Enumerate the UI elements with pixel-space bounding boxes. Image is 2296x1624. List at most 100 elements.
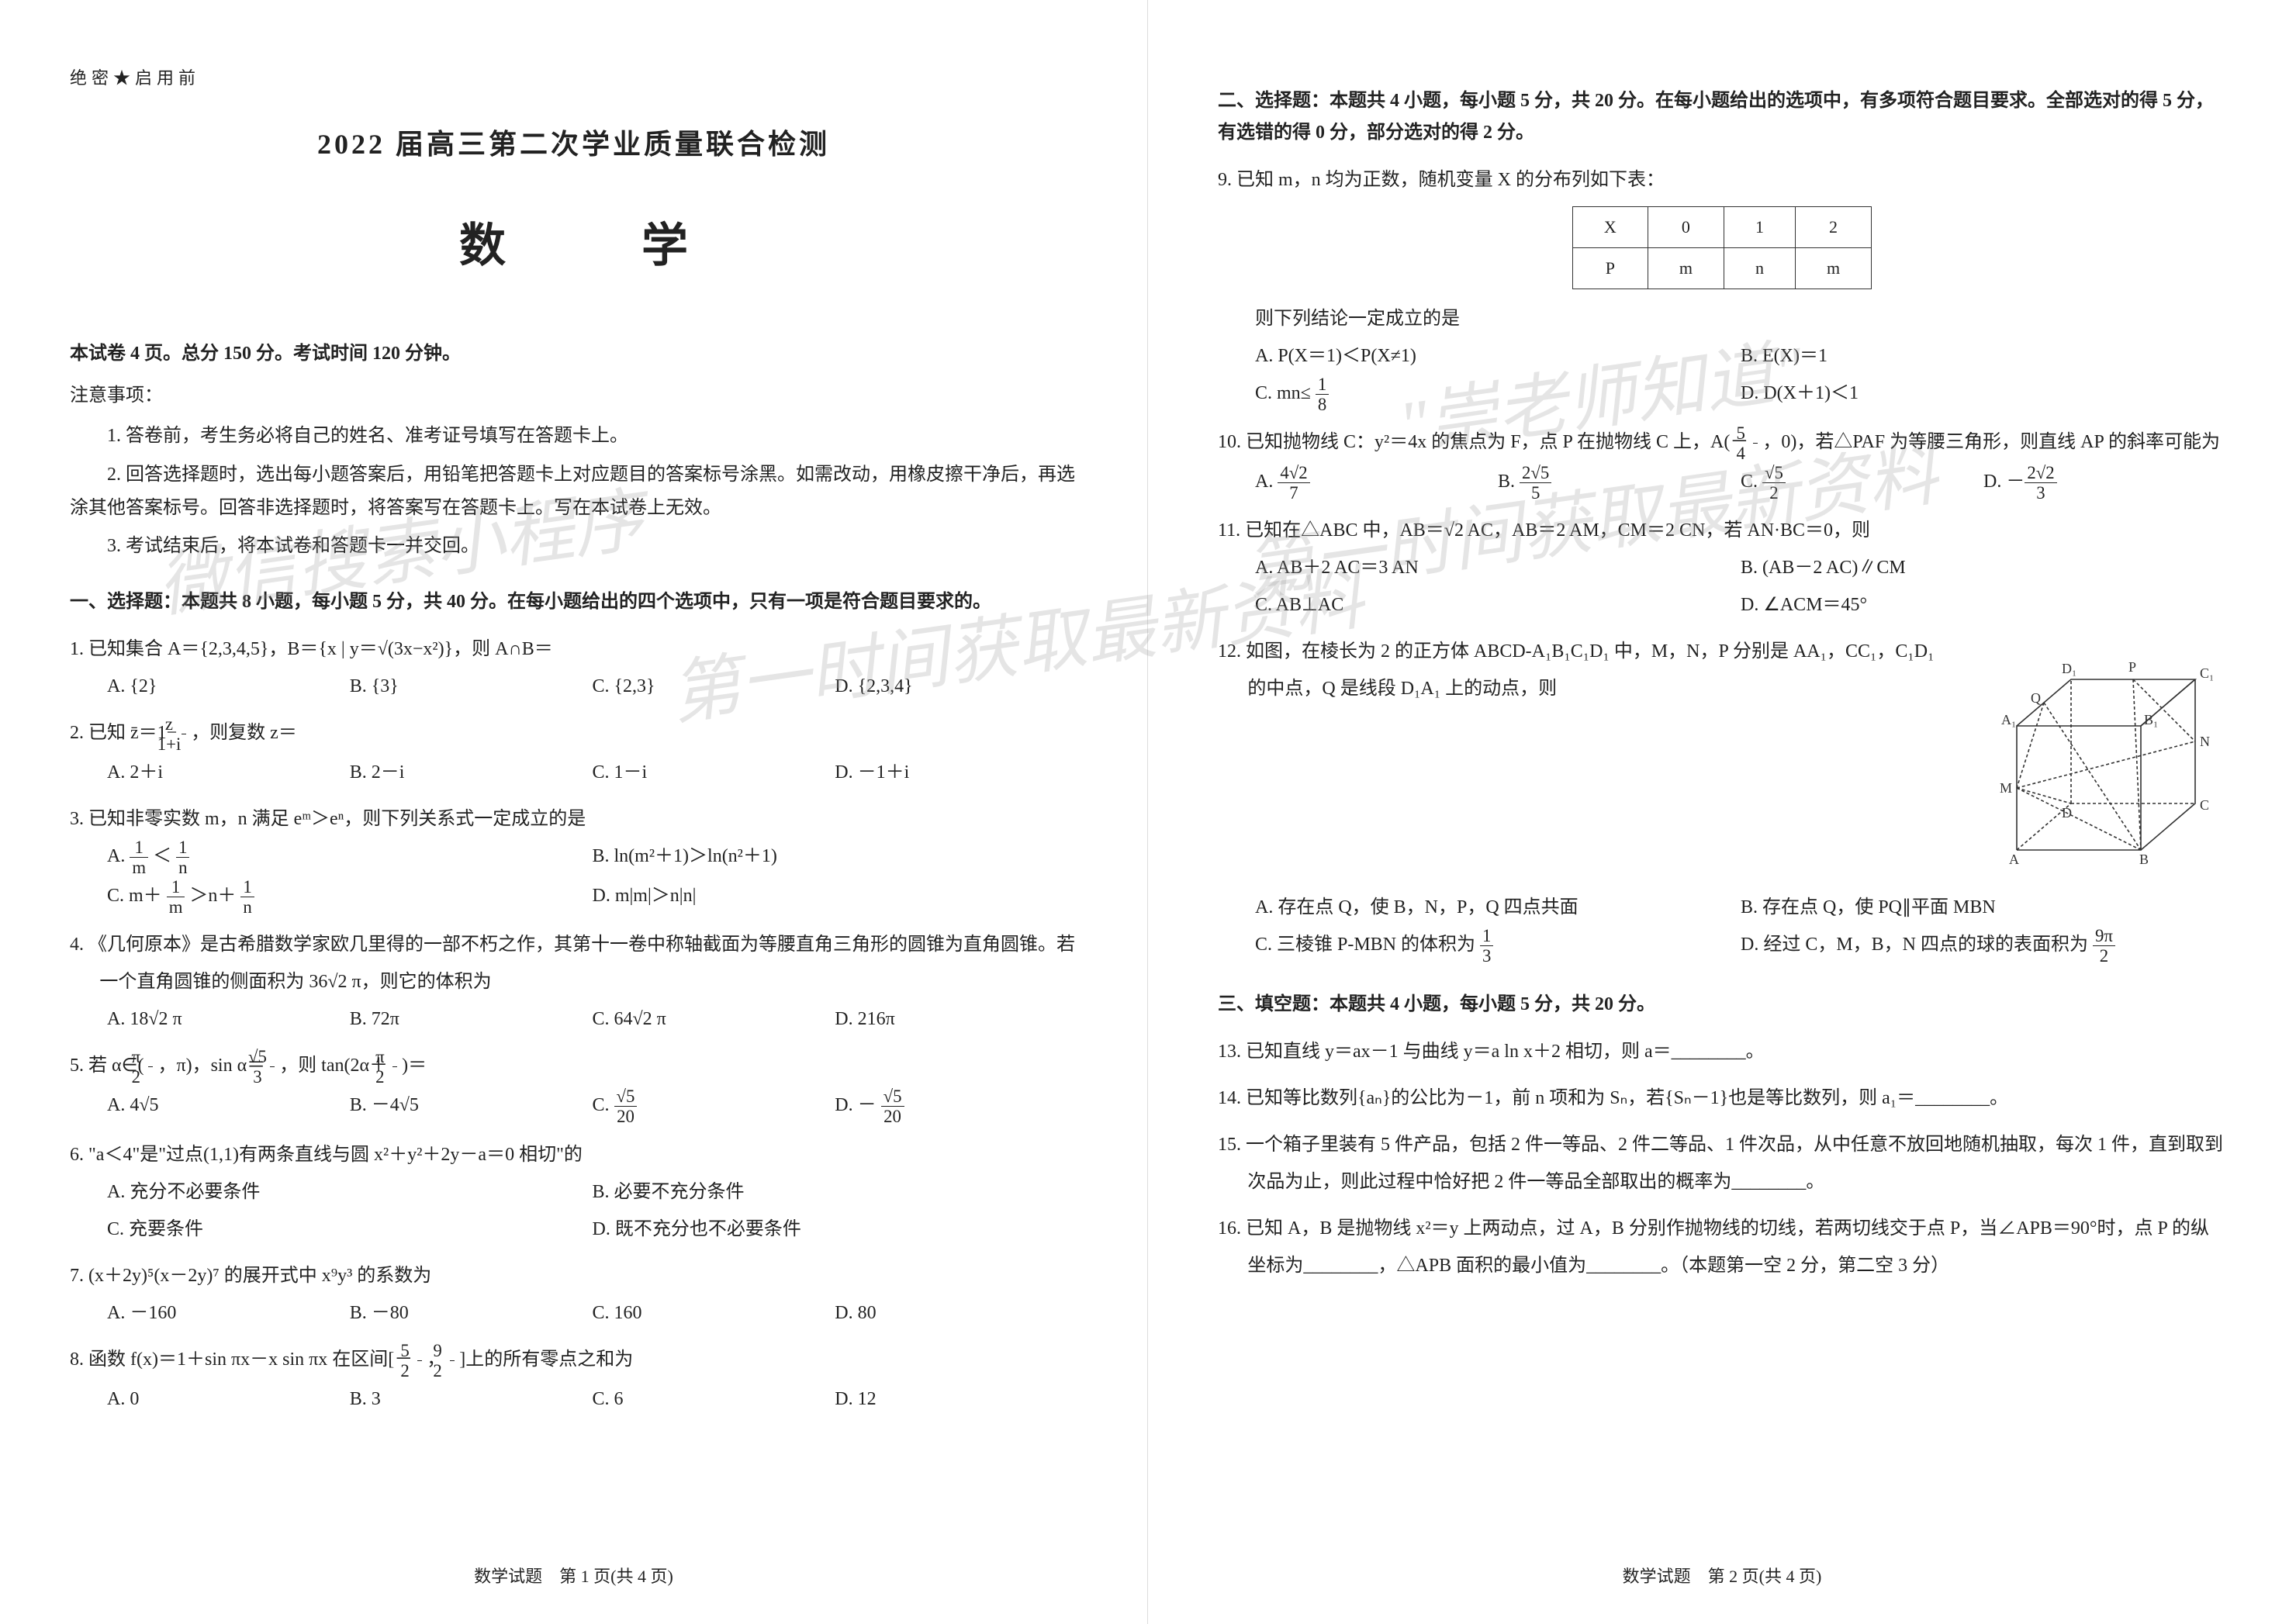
q3-opt-d: D. m|m|＞n|n| <box>593 877 1078 917</box>
notice-2: 2. 回答选择题时，选出每小题答案后，用铅笔把答题卡上对应题目的答案标号涂黑。如… <box>70 458 1077 525</box>
lbl-N: N <box>2200 734 2210 749</box>
section-1-head: 一、选择题：本题共 8 小题，每小题 5 分，共 40 分。在每小题给出的四个选… <box>70 586 1077 618</box>
q1-stem: 1. 已知集合 A＝{2,3,4,5}，B＝{x | y＝√(3x−x²)}，则… <box>70 631 1077 668</box>
q14: 14. 已知等比数列{aₙ}的公比为－1，前 n 项和为 Sₙ，若{Sₙ－1}也… <box>1218 1080 2226 1117</box>
q9-opt-a: A. P(X＝1)＜P(X≠1) <box>1255 337 1741 375</box>
q11-opt-a: A. AB＋2 AC＝3 AN <box>1255 549 1741 586</box>
q3-stem: 3. 已知非零实数 m，n 满足 eᵐ＞eⁿ，则下列关系式一定成立的是 <box>70 800 1077 838</box>
q6-opt-b: B. 必要不充分条件 <box>593 1173 1078 1211</box>
q4: 4. 《几何原本》是古希腊数学家欧几里得的一部不朽之作，其第十一卷中称轴截面为等… <box>70 926 1077 1038</box>
q10: 10. 已知抛物线 C：y²＝4x 的焦点为 F，点 P 在抛物线 C 上，A(… <box>1218 423 2226 503</box>
q3-opt-b: B. ln(m²＋1)＞ln(n²＋1) <box>593 838 1078 877</box>
confidential-seal: 绝密★启用前 <box>70 62 1077 95</box>
q6-stem: 6. "a＜4"是"过点(1,1)有两条直线与圆 x²＋y²＋2y－a＝0 相切… <box>70 1136 1077 1173</box>
q1-opt-c: C. {2,3} <box>593 668 835 705</box>
notice-title: 注意事项： <box>70 378 1077 414</box>
q1-opt-d: D. {2,3,4} <box>835 668 1077 705</box>
q6: 6. "a＜4"是"过点(1,1)有两条直线与圆 x²＋y²＋2y－a＝0 相切… <box>70 1136 1077 1248</box>
q1-opt-b: B. {3} <box>350 668 593 705</box>
q10-opt-b: B. 2√55 <box>1498 463 1741 503</box>
q12-opt-b: B. 存在点 Q，使 PQ∥平面 MBN <box>1741 889 2226 926</box>
q9-table: X 0 1 2 P m n m <box>1572 206 1872 289</box>
footer-right: 数学试题 第 2 页(共 4 页) <box>1148 1560 2296 1593</box>
q15: 15. 一个箱子里装有 5 件产品，包括 2 件一等品、2 件二等品、1 件次品… <box>1218 1126 2226 1201</box>
q9-sub: 则下列结论一定成立的是 <box>1218 300 2226 337</box>
subject-title: 数 学 <box>70 202 1077 290</box>
lbl-C1: C₁ <box>2200 665 2214 681</box>
q8-opt-c: C. 6 <box>593 1380 835 1418</box>
section-2-head: 二、选择题：本题共 4 小题，每小题 5 分，共 20 分。在每小题给出的选项中… <box>1218 85 2226 149</box>
q9-opt-d: D. D(X＋1)＜1 <box>1741 375 2226 414</box>
q7-opt-a: A. －160 <box>107 1294 350 1332</box>
q11-stem: 11. 已知在△ABC 中，AB＝√2 AC，AB＝2 AM，CM＝2 CN，若… <box>1218 512 2226 549</box>
q8-opt-a: A. 0 <box>107 1380 350 1418</box>
q8: 8. 函数 f(x)＝1＋sin πx－x sin πx 在区间[－ 52 ， … <box>70 1341 1077 1418</box>
lbl-A: A <box>2009 852 2019 867</box>
q12-opt-a: A. 存在点 Q，使 B，N，P，Q 四点共面 <box>1255 889 1741 926</box>
q6-opt-a: A. 充分不必要条件 <box>107 1173 593 1211</box>
page-1: 绝密★启用前 2022 届高三第二次学业质量联合检测 数 学 本试卷 4 页。总… <box>0 0 1148 1624</box>
q9-stem: 9. 已知 m，n 均为正数，随机变量 X 的分布列如下表： <box>1218 161 2226 199</box>
q8-opt-d: D. 12 <box>835 1380 1077 1418</box>
q5-opt-d: D. － √520 <box>835 1087 1077 1126</box>
q11-opt-c: C. AB⊥AC <box>1255 586 1741 624</box>
lbl-B: B <box>2139 852 2149 867</box>
q7: 7. (x＋2y)⁵(x－2y)⁷ 的展开式中 x⁹y³ 的系数为 A. －16… <box>70 1257 1077 1332</box>
q2-frac: z1+i <box>182 714 186 754</box>
q6-opt-d: D. 既不充分也不必要条件 <box>593 1211 1078 1248</box>
q5: 5. 若 α∈( π2 ，π)，sin α＝ √53 ，则 tan(2α＋ π2… <box>70 1047 1077 1126</box>
lbl-P: P <box>2128 659 2136 675</box>
q12: A B C D A₁ B₁ C₁ D₁ M N P Q 12. 如图，在棱长为 … <box>1218 633 2226 966</box>
q7-opt-c: C. 160 <box>593 1294 835 1332</box>
q2-opt-d: D. －1＋i <box>835 754 1077 791</box>
q3-opt-c: C. m＋ 1m ＞n＋ 1n <box>107 877 593 917</box>
q10-opt-d: D. －2√23 <box>1983 463 2226 503</box>
q4-opt-b: B. 72π <box>350 1000 593 1038</box>
exam-title: 2022 届高三第二次学业质量联合检测 <box>70 118 1077 171</box>
q3: 3. 已知非零实数 m，n 满足 eᵐ＞eⁿ，则下列关系式一定成立的是 A. 1… <box>70 800 1077 917</box>
page-2: 二、选择题：本题共 4 小题，每小题 5 分，共 20 分。在每小题给出的选项中… <box>1148 0 2296 1624</box>
q1-opt-a: A. {2} <box>107 668 350 705</box>
q11: 11. 已知在△ABC 中，AB＝√2 AC，AB＝2 AM，CM＝2 CN，若… <box>1218 512 2226 624</box>
q4-stem: 4. 《几何原本》是古希腊数学家欧几里得的一部不朽之作，其第十一卷中称轴截面为等… <box>70 926 1077 1000</box>
q11-opt-d: D. ∠ACM＝45° <box>1741 586 2226 624</box>
lbl-B1: B₁ <box>2144 712 2158 727</box>
q2-opt-c: C. 1－i <box>593 754 835 791</box>
lbl-D: D <box>2062 805 2072 821</box>
q12-opt-d: D. 经过 C，M，B，N 四点的球的表面积为 9π2 <box>1741 926 2226 966</box>
q12-opt-c: C. 三棱锥 P-MBN 的体积为 13 <box>1255 926 1741 966</box>
lbl-Q: Q <box>2031 690 2041 706</box>
q9-opt-b: B. E(X)＝1 <box>1741 337 2226 375</box>
q5-stem: 5. 若 α∈( π2 ，π)，sin α＝ √53 ，则 tan(2α＋ π2… <box>70 1047 1077 1087</box>
q7-opt-b: B. －80 <box>350 1294 593 1332</box>
cube-figure: A B C D A₁ B₁ C₁ D₁ M N P Q <box>1970 633 2218 881</box>
footer-left: 数学试题 第 1 页(共 4 页) <box>0 1560 1147 1593</box>
q7-opt-d: D. 80 <box>835 1294 1077 1332</box>
q2-stem: 2. 已知 z̄＝1− z1+i ，则复数 z＝ <box>70 714 1077 754</box>
q7-stem: 7. (x＋2y)⁵(x－2y)⁷ 的展开式中 x⁹y³ 的系数为 <box>70 1257 1077 1294</box>
q4-opt-c: C. 64√2 π <box>593 1000 835 1038</box>
q9-opt-c: C. mn≤ 18 <box>1255 375 1741 414</box>
q16: 16. 已知 A，B 是抛物线 x²＝y 上两动点，过 A，B 分别作抛物线的切… <box>1218 1210 2226 1284</box>
q4-opt-a: A. 18√2 π <box>107 1000 350 1038</box>
q2-opt-a: A. 2＋i <box>107 754 350 791</box>
lbl-C: C <box>2200 797 2209 813</box>
q5-opt-c: C. √520 <box>593 1087 835 1126</box>
q5-opt-b: B. －4√5 <box>350 1087 593 1126</box>
lbl-A1: A₁ <box>2001 712 2016 727</box>
q1: 1. 已知集合 A＝{2,3,4,5}，B＝{x | y＝√(3x−x²)}，则… <box>70 631 1077 705</box>
page-info: 本试卷 4 页。总分 150 分。考试时间 120 分钟。 <box>70 337 1077 372</box>
lbl-D1: D₁ <box>2062 661 2076 676</box>
q4-opt-d: D. 216π <box>835 1000 1077 1038</box>
notice-3: 3. 考试结束后，将本试卷和答题卡一并交回。 <box>70 530 1077 563</box>
q8-stem: 8. 函数 f(x)＝1＋sin πx－x sin πx 在区间[－ 52 ， … <box>70 1341 1077 1380</box>
q10-stem: 10. 已知抛物线 C：y²＝4x 的焦点为 F，点 P 在抛物线 C 上，A(… <box>1218 423 2226 463</box>
q5-opt-a: A. 4√5 <box>107 1087 350 1126</box>
q10-opt-c: C. √52 <box>1741 463 1983 503</box>
section-3-head: 三、填空题：本题共 4 小题，每小题 5 分，共 20 分。 <box>1218 989 2226 1021</box>
lbl-M: M <box>2000 780 2012 796</box>
q9: 9. 已知 m，n 均为正数，随机变量 X 的分布列如下表： X 0 1 2 P… <box>1218 161 2226 414</box>
q2: 2. 已知 z̄＝1− z1+i ，则复数 z＝ A. 2＋i B. 2－i C… <box>70 714 1077 791</box>
q6-opt-c: C. 充要条件 <box>107 1211 593 1248</box>
notice-1: 1. 答卷前，考生务必将自己的姓名、准考证号填写在答题卡上。 <box>70 420 1077 453</box>
